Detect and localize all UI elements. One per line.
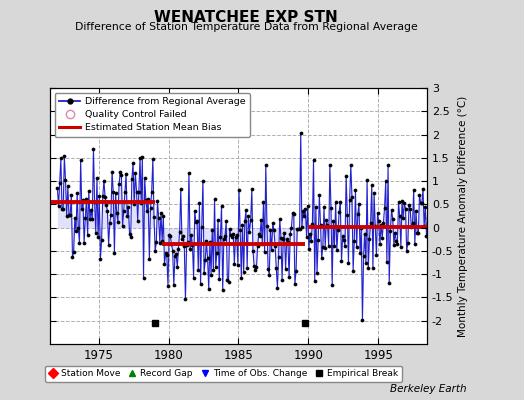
Text: Berkeley Earth: Berkeley Earth — [390, 384, 466, 394]
Text: Difference of Station Temperature Data from Regional Average: Difference of Station Temperature Data f… — [75, 22, 418, 32]
Legend: Station Move, Record Gap, Time of Obs. Change, Empirical Break: Station Move, Record Gap, Time of Obs. C… — [45, 366, 402, 382]
Text: WENATCHEE EXP STN: WENATCHEE EXP STN — [155, 10, 338, 25]
Y-axis label: Monthly Temperature Anomaly Difference (°C): Monthly Temperature Anomaly Difference (… — [457, 95, 468, 337]
